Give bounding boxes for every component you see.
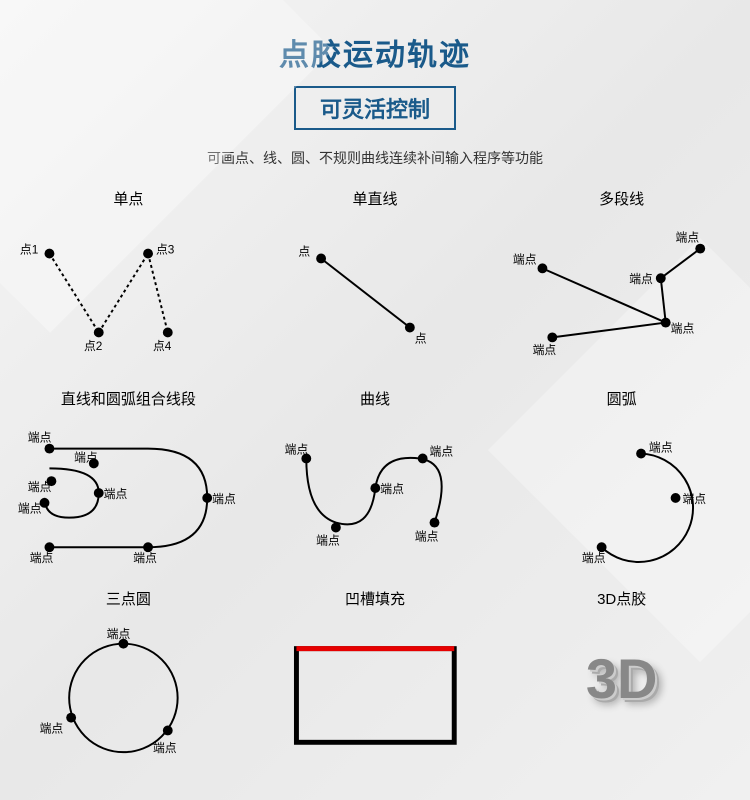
point-label: 端点	[414, 529, 438, 543]
point-label: 端点	[676, 231, 700, 245]
point-label: 端点	[380, 482, 404, 496]
point-dot	[163, 328, 173, 338]
point-label: 端点	[630, 272, 654, 286]
3d-icon: 3D	[567, 629, 677, 729]
point-label: 端点	[30, 551, 54, 565]
point-dot	[66, 713, 76, 723]
point-label: 点4	[153, 339, 172, 353]
cell-title: 单直线	[257, 188, 494, 209]
point-dot	[94, 328, 104, 338]
slot-rect	[296, 649, 454, 743]
diagram-cell-7: 凹槽填充	[257, 588, 494, 778]
segment	[321, 258, 410, 327]
point-label: 端点	[28, 480, 52, 494]
point-label: 端点	[104, 487, 128, 501]
segment	[148, 254, 168, 333]
point-dot	[370, 483, 380, 493]
point-dot	[405, 323, 415, 333]
point-label: 端点	[107, 627, 131, 641]
segment	[553, 323, 666, 338]
cell-title: 单点	[10, 188, 247, 209]
point-dot	[548, 332, 558, 342]
curve-path	[602, 454, 693, 562]
point-dot	[671, 493, 681, 503]
diagram-grid: 单点点1点2点3点4单直线点点多段线端点端点端点端点端点直线和圆弧组合线段端点端…	[0, 168, 750, 788]
point-label: 点1	[20, 243, 38, 257]
cell-svg: 点点	[257, 213, 494, 373]
point-label: 端点	[74, 450, 98, 464]
point-label: 点2	[84, 339, 102, 353]
point-label: 端点	[533, 343, 557, 357]
cell-svg: 端点端点端点	[503, 413, 740, 573]
cell-title: 3D点胶	[503, 588, 740, 609]
point-label: 点3	[156, 243, 175, 257]
cell-svg	[257, 613, 494, 773]
point-dot	[45, 249, 55, 259]
diagram-cell-2: 多段线端点端点端点端点端点	[503, 188, 740, 378]
point-dot	[316, 254, 326, 264]
point-label: 端点	[28, 431, 52, 445]
point-label: 端点	[153, 741, 177, 755]
segment	[49, 254, 98, 333]
diagram-cell-0: 单点点1 点2 点3 点4	[10, 188, 247, 378]
point-dot	[202, 493, 212, 503]
diagram-cell-4: 曲线端点端点端点端点端点	[257, 388, 494, 578]
point-label: 端点	[212, 492, 236, 506]
segment	[661, 249, 700, 279]
point-dot	[696, 244, 706, 254]
point-label: 端点	[683, 492, 707, 506]
cell-title: 三点圆	[10, 588, 247, 609]
point-dot	[163, 726, 173, 736]
segment	[661, 278, 666, 322]
cell-svg: 端点端点端点端点端点端点端点端点	[10, 413, 247, 573]
circle-path	[69, 644, 177, 752]
cell-svg: 端点端点端点	[10, 613, 247, 773]
point-label: 端点	[316, 533, 340, 547]
segment	[99, 254, 148, 333]
cell-title: 曲线	[257, 388, 494, 409]
diagram-cell-6: 三点圆端点端点端点	[10, 588, 247, 778]
point-label: 端点	[429, 445, 453, 459]
point-label: 端点	[284, 443, 308, 457]
point-label: 点	[298, 245, 310, 259]
point-dot	[538, 263, 548, 273]
point-label: 端点	[671, 321, 695, 335]
diagram-cell-8: 3D点胶 3D	[503, 588, 740, 778]
point-label: 点	[414, 331, 426, 345]
point-dot	[331, 523, 341, 533]
diagram-cell-1: 单直线点点	[257, 188, 494, 378]
point-label: 端点	[133, 551, 157, 565]
point-label: 端点	[40, 721, 64, 735]
point-dot	[45, 444, 55, 454]
point-label: 端点	[582, 551, 606, 565]
cell-title: 直线和圆弧组合线段	[10, 388, 247, 409]
cell-svg: 点1 点2 点3 点4	[10, 213, 247, 373]
point-dot	[143, 249, 153, 259]
point-label: 端点	[513, 252, 537, 266]
point-dot	[417, 454, 427, 464]
cell-title: 凹槽填充	[257, 588, 494, 609]
diagram-cell-3: 直线和圆弧组合线段端点端点端点端点端点端点端点端点	[10, 388, 247, 578]
point-dot	[429, 518, 439, 528]
point-label: 端点	[18, 502, 42, 516]
cell-svg: 端点端点端点端点端点	[257, 413, 494, 573]
point-dot	[656, 273, 666, 283]
diagram-cell-5: 圆弧端点端点端点	[503, 388, 740, 578]
point-dot	[636, 449, 646, 459]
point-dot	[661, 318, 671, 328]
cell-title: 多段线	[503, 188, 740, 209]
point-label: 端点	[649, 441, 673, 455]
cell-title: 圆弧	[503, 388, 740, 409]
cell-svg: 端点端点端点端点端点	[503, 213, 740, 373]
subtitle-box: 可灵活控制	[294, 86, 456, 130]
point-dot	[94, 488, 104, 498]
